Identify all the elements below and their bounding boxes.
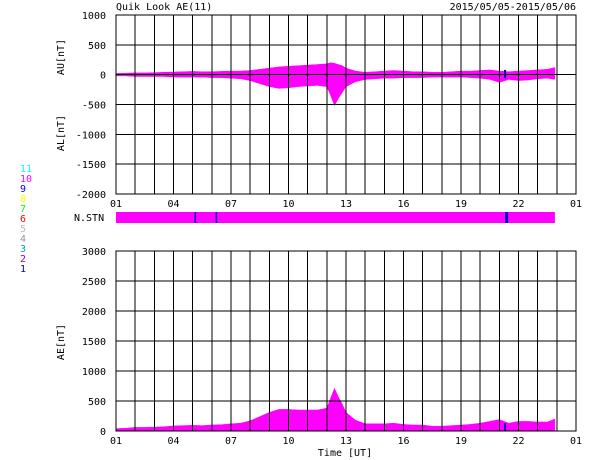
legend-entry: 6: [20, 214, 26, 225]
x-tick-label: 01: [570, 436, 582, 447]
x-tick-label: 01: [110, 436, 122, 447]
x-tick-label: 19: [455, 199, 467, 210]
station-count-fill: [116, 212, 555, 223]
y-tick-label: 0: [100, 427, 106, 438]
legend-entry: 4: [20, 234, 26, 245]
ae-panel: 3000 2500 2000 1500 1000 500 0 01 04 07 10 13 16 19 22…: [82, 247, 582, 447]
plot-frame: [115, 14, 577, 195]
date-range: 2015/05/05-2015/05/06: [450, 2, 576, 13]
legend-entry: 10: [20, 174, 32, 185]
y-tick-label: 2000: [82, 307, 106, 318]
al-series-area: [115, 74, 556, 107]
y-tick-label: 0: [100, 71, 106, 82]
legend-entry: 2: [20, 254, 26, 265]
x-tick-label: 19: [455, 436, 467, 447]
y-tick-label: 1500: [82, 337, 106, 348]
x-tick-label: 10: [282, 436, 294, 447]
x-tick-label: 04: [167, 199, 179, 210]
x-tick-label: 07: [225, 199, 237, 210]
y-tick-label: 500: [88, 41, 106, 52]
au-series-area: [115, 62, 556, 75]
x-tick-label: 10: [282, 199, 294, 210]
y-tick-label: 500: [88, 397, 106, 408]
y-tick-label: -2000: [76, 190, 106, 201]
legend-entry: 9: [20, 184, 26, 195]
x-tick-label: 13: [340, 199, 352, 210]
x-tick-label: 04: [167, 436, 179, 447]
station-count-drop: [505, 212, 509, 223]
y-tick-label: -500: [82, 101, 106, 112]
legend-entry: 1: [20, 264, 26, 275]
y-tick-label: 1000: [82, 367, 106, 378]
station-count-drop: [215, 212, 218, 223]
x-tick-label: 22: [512, 199, 524, 210]
station-count-bar: [116, 212, 555, 223]
time-axis-label: Time [UT]: [318, 448, 372, 459]
station-count-label: N.STN: [74, 213, 104, 224]
x-tick-label: 16: [397, 436, 409, 447]
legend-entry: 3: [20, 244, 26, 255]
chart-title: Quik Look AE(11): [116, 2, 212, 13]
ae-series-area: [115, 387, 556, 432]
legend-entry: 7: [20, 204, 26, 215]
ae-axis-label: AE[nT]: [56, 324, 67, 360]
y-tick-label: 3000: [82, 247, 106, 258]
al-axis-label: AL[nT]: [56, 115, 67, 151]
x-tick-label: 07: [225, 436, 237, 447]
x-tick-label: 22: [512, 436, 524, 447]
y-tick-label: -1500: [76, 160, 106, 171]
au-axis-label: AU[nT]: [56, 39, 67, 75]
x-tick-label: 13: [340, 436, 352, 447]
y-tick-label: -1000: [76, 130, 106, 141]
legend-entry: 8: [20, 194, 26, 205]
x-tick-label: 01: [110, 199, 122, 210]
x-tick-label: 16: [397, 199, 409, 210]
legend-entry: 5: [20, 224, 26, 235]
station-count-drop: [194, 212, 197, 223]
y-tick-label: 2500: [82, 277, 106, 288]
legend-entry: 11: [20, 164, 32, 175]
y-tick-label: 1000: [82, 11, 106, 22]
x-tick-label: 01: [570, 199, 582, 210]
plot-frame: [115, 250, 577, 432]
au-al-panel: 1000 500 0 -500 -1000 -1500 -2000 01 04 07 10 13 16 1…: [76, 11, 582, 210]
